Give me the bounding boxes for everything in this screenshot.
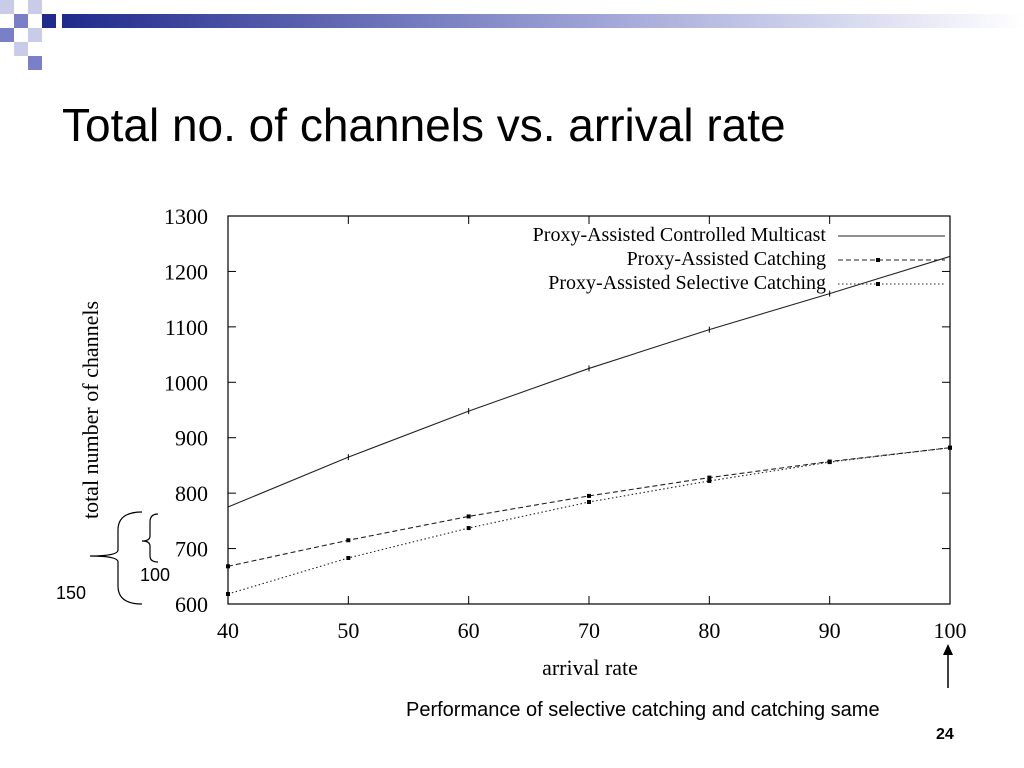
slide-number: 24 <box>936 726 954 743</box>
data-point <box>346 538 351 543</box>
x-tick-label: 100 <box>934 618 967 643</box>
chart-legend: Proxy-Assisted Controlled Multicast Prox… <box>533 224 827 294</box>
header-band <box>62 14 1024 28</box>
deco-square <box>0 28 14 42</box>
series-line-2 <box>227 447 951 567</box>
data-point <box>226 564 230 569</box>
data-point <box>707 478 712 483</box>
y-tick-label: 1300 <box>164 204 208 229</box>
y-tick-label: 600 <box>175 592 208 617</box>
y-tick-label: 1100 <box>165 315 208 340</box>
x-tick-label: 50 <box>337 618 359 643</box>
data-point <box>466 514 471 519</box>
data-point <box>587 493 591 498</box>
y-tick-label: 1000 <box>164 370 208 395</box>
annotation-arrowhead <box>943 644 953 655</box>
deco-square <box>14 42 28 56</box>
legend-marker <box>876 282 880 286</box>
deco-square <box>28 0 42 14</box>
bracket-inner <box>141 513 159 563</box>
data-point <box>948 445 952 450</box>
x-tick-label: 80 <box>698 618 720 643</box>
x-tick-label: 70 <box>578 618 600 643</box>
slide-title: Total no. of channels vs. arrival rate <box>62 99 786 151</box>
x-tick-label: 90 <box>819 618 841 643</box>
legend-label: Proxy-Assisted Controlled Multicast <box>533 224 827 246</box>
data-point <box>346 555 351 560</box>
y-tick-label: 1200 <box>164 259 208 284</box>
series-line-1 <box>227 255 951 508</box>
annotation-text: Performance of selective catching and ca… <box>406 699 880 721</box>
deco-square <box>28 56 42 70</box>
y-tick-label: 700 <box>175 537 208 562</box>
legend-marker <box>876 258 880 262</box>
data-point <box>466 526 471 531</box>
series-line-3 <box>227 447 951 595</box>
data-point <box>587 500 591 505</box>
deco-square <box>14 14 28 28</box>
deco-square <box>0 0 14 14</box>
data-point <box>827 460 832 465</box>
x-tick-label: 60 <box>458 618 480 643</box>
y-tick-label: 900 <box>175 426 208 451</box>
slide-decoration <box>0 0 1024 70</box>
y-axis-label: total number of channels <box>78 301 103 519</box>
legend-label: Proxy-Assisted Selective Catching <box>548 272 826 294</box>
bracket-outer-label: 150 <box>56 583 87 603</box>
bracket-outer <box>89 511 143 605</box>
data-point <box>707 475 712 480</box>
y-tick-label: 800 <box>175 481 208 506</box>
deco-square <box>42 14 56 28</box>
legend-label: Proxy-Assisted Catching <box>627 248 826 270</box>
data-point <box>226 592 230 597</box>
bracket-inner-label: 100 <box>140 565 171 585</box>
x-tick-label: 40 <box>217 618 239 643</box>
deco-square <box>28 28 42 42</box>
x-axis-label: arrival rate <box>542 655 638 680</box>
